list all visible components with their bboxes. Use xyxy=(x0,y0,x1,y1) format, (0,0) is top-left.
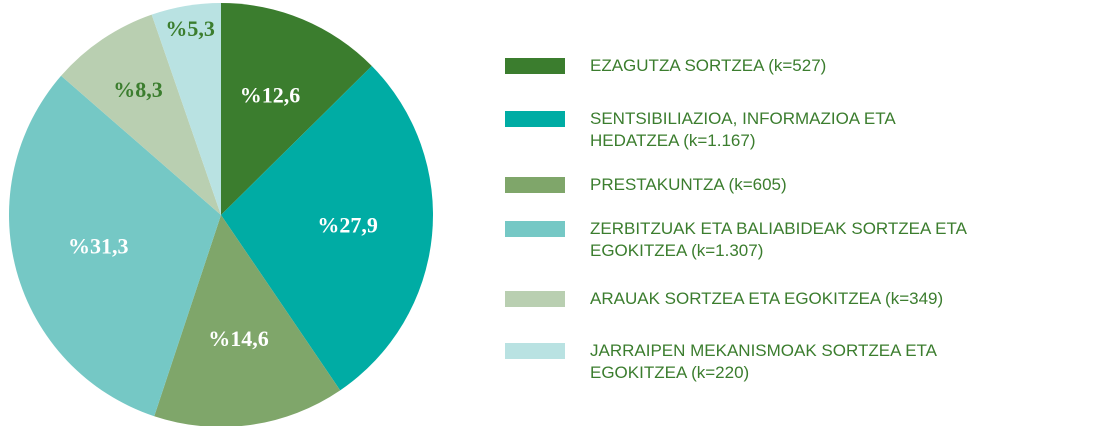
legend-swatch xyxy=(505,343,565,359)
slice-label: %5,3 xyxy=(165,16,215,41)
legend-label: JARRAIPEN MEKANISMOAK SORTZEA ETA EGOKIT… xyxy=(590,341,937,382)
pie-slice xyxy=(221,66,433,391)
legend-item: SENTSIBILIAZIOA, INFORMAZIOA ETA HEDATZE… xyxy=(505,108,896,152)
pie-chart: %12,6 %27,9 %14,6 %31,3 %8,3 %5,3 xyxy=(8,3,433,426)
slice-label: %8,3 xyxy=(113,77,163,102)
legend-swatch xyxy=(505,221,565,237)
pie-slice xyxy=(221,3,372,215)
pie-slice xyxy=(154,215,341,426)
legend-swatch xyxy=(505,291,565,307)
legend-swatch xyxy=(505,177,565,193)
pie-slice xyxy=(151,3,221,215)
slice-label: %27,9 xyxy=(317,212,378,237)
legend-item: PRESTAKUNTZA (k=605) xyxy=(505,174,787,196)
slice-label: %31,3 xyxy=(68,234,129,259)
legend-item: ZERBITZUAK ETA BALIABIDEAK SORTZEA ETA E… xyxy=(505,218,967,262)
legend-label: ZERBITZUAK ETA BALIABIDEAK SORTZEA ETA E… xyxy=(590,219,967,260)
legend-label: EZAGUTZA SORTZEA (k=527) xyxy=(590,56,827,75)
legend-swatch xyxy=(505,58,565,74)
legend-item: EZAGUTZA SORTZEA (k=527) xyxy=(505,55,826,77)
legend-label: PRESTAKUNTZA (k=605) xyxy=(590,175,787,194)
legend-label: SENTSIBILIAZIOA, INFORMAZIOA ETA HEDATZE… xyxy=(590,109,896,150)
slice-label: %12,6 xyxy=(240,83,301,108)
legend-label: ARAUAK SORTZEA ETA EGOKITZEA (k=349) xyxy=(590,289,944,308)
slice-label: %14,6 xyxy=(208,326,269,351)
legend-item: JARRAIPEN MEKANISMOAK SORTZEA ETA EGOKIT… xyxy=(505,340,937,384)
legend-swatch xyxy=(505,111,565,127)
pie-slice xyxy=(8,75,221,417)
legend-item: ARAUAK SORTZEA ETA EGOKITZEA (k=349) xyxy=(505,288,943,310)
pie-slice xyxy=(61,14,221,216)
